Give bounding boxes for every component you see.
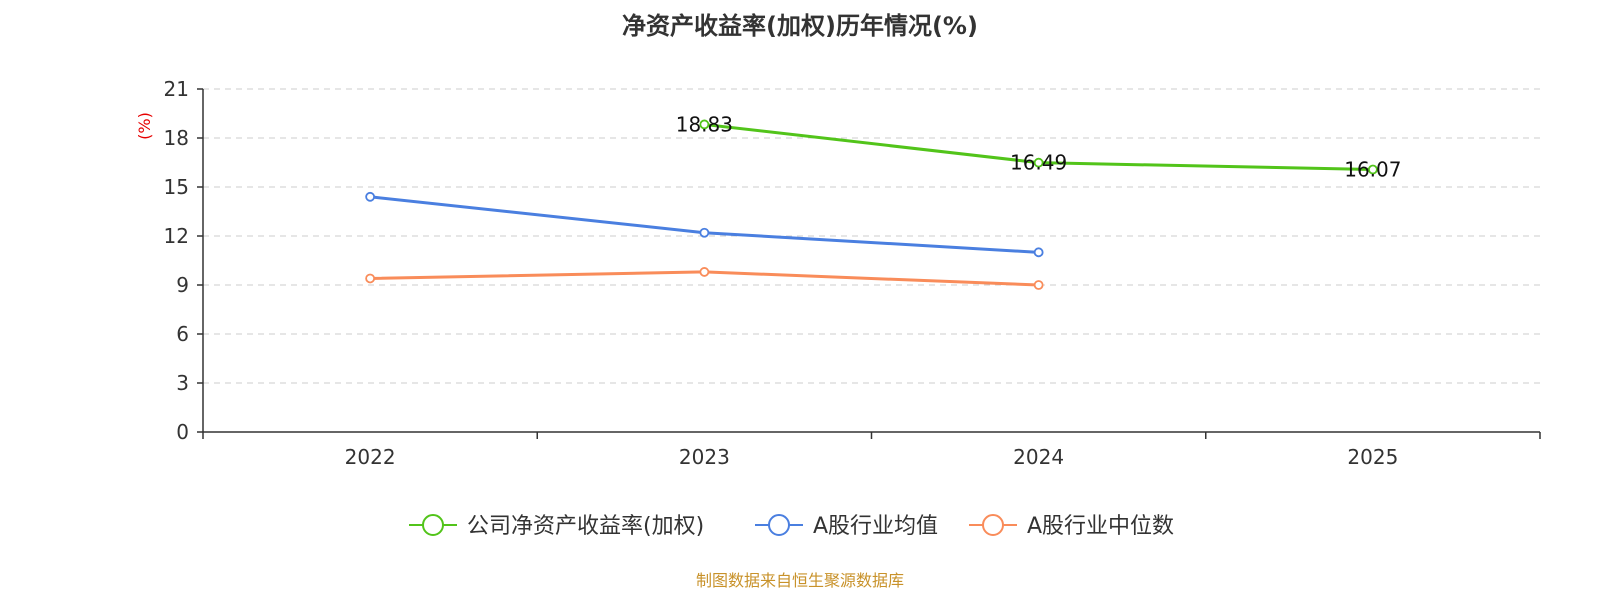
legend-label: 公司净资产收益率(加权) [467,514,704,539]
legend-item[interactable]: A股行业中位数 [969,514,1174,539]
x-tick-label: 2022 [345,445,396,469]
y-tick-label: 9 [176,273,189,297]
data-label: 18.83 [676,112,733,136]
y-tick-label: 0 [176,420,189,444]
chart-title: 净资产收益率(加权)历年情况(%) [622,12,978,40]
data-labels: 18.83 16.49 16.07 [676,112,1402,181]
legend-marker [422,514,444,536]
data-point[interactable] [365,273,376,284]
data-point[interactable] [1367,164,1378,175]
legend-item[interactable]: 公司净资产收益率(加权) [409,514,704,539]
legend-item[interactable]: A股行业均值 [755,514,938,539]
y-tick-label: 6 [176,322,189,346]
y-tick-label: 12 [164,224,189,248]
y-tick-label: 18 [164,126,189,150]
data-point[interactable] [365,191,376,202]
legend-marker [768,514,790,536]
x-tick-label: 2025 [1347,445,1398,469]
y-tick-label: 3 [176,371,189,395]
data-point[interactable] [1033,280,1044,290]
legend-marker [982,514,1004,536]
series-layer [365,119,1378,290]
series-line [369,195,1039,254]
legend-label: A股行业均值 [813,514,938,539]
y-tick-label: 21 [164,77,189,101]
x-tick-label: 2023 [679,445,730,469]
y-tick-label: 15 [164,175,189,199]
axes: 0 3 6 9 12 15 18 21 2022 2023 2024 2025 [164,77,1541,469]
y-axis-label: (%) [135,112,154,140]
data-point[interactable] [699,227,710,238]
legend[interactable]: 公司净资产收益率(加权) A股行业均值 A股行业中位数 [409,514,1174,539]
data-point[interactable] [699,267,710,277]
legend-label: A股行业中位数 [1027,514,1174,539]
data-point[interactable] [1033,247,1044,258]
x-tick-label: 2024 [1013,445,1064,469]
data-label: 16.49 [1010,151,1067,175]
source-note: 制图数据来自恒生聚源数据库 [696,571,904,590]
data-point[interactable] [699,119,710,130]
grid [203,88,1540,384]
data-label: 16.07 [1344,158,1401,182]
data-point[interactable] [1033,157,1044,168]
